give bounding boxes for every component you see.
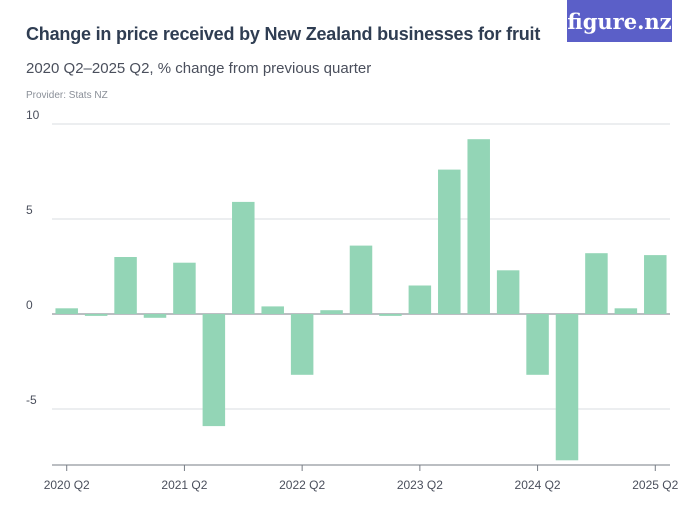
bar-2022-q4	[349, 245, 373, 314]
x-tick-label: 2022 Q2	[279, 478, 325, 492]
y-tick-label: 5	[26, 203, 33, 217]
data-provider: Provider: Stats NZ	[26, 90, 108, 101]
bars	[55, 139, 667, 461]
bar-2022-q2	[290, 314, 314, 375]
bar-2024-q3	[555, 314, 579, 461]
y-tick-label: -5	[26, 393, 37, 407]
bar-2021-q2	[173, 262, 196, 314]
bar-2023-q4	[467, 139, 490, 314]
x-tick-label: 2021 Q2	[161, 478, 207, 492]
bar-2024-q1	[496, 270, 520, 314]
bar-2024-q4	[585, 253, 608, 314]
figure-nz-logo[interactable]: figure.nz	[567, 0, 672, 42]
bar-2023-q2	[408, 285, 432, 314]
bar-2024-q2	[526, 314, 549, 375]
bar-2025-q1	[614, 308, 638, 314]
x-tick-label: 2023 Q2	[397, 478, 443, 492]
bar-2023-q3	[438, 169, 461, 314]
chart-subtitle: 2020 Q2–2025 Q2, % change from previous …	[26, 60, 372, 77]
bar-2020-q2	[55, 308, 78, 314]
bar-2021-q1	[143, 314, 167, 318]
x-tick-label: 2020 Q2	[44, 478, 90, 492]
y-tick-label: 0	[26, 298, 33, 312]
bar-2022-q1	[261, 306, 284, 314]
bar-2021-q3	[202, 314, 226, 427]
bar-2022-q3	[320, 310, 343, 314]
x-tick-label: 2025 Q2	[632, 478, 678, 492]
y-tick-label: 10	[26, 108, 40, 122]
bar-2025-q2	[644, 255, 667, 314]
x-tick-label: 2024 Q2	[515, 478, 561, 492]
chart-title: Change in price received by New Zealand …	[26, 24, 541, 44]
axes: 10 5 0 -5 2020 Q2 2021 Q2 2022 Q2 2023 Q2 2024 Q…	[26, 108, 679, 492]
bar-2020-q3	[84, 314, 108, 316]
bar-2023-q1	[379, 314, 402, 316]
bar-2021-q4	[232, 201, 255, 314]
bar-2020-q4	[114, 257, 137, 314]
